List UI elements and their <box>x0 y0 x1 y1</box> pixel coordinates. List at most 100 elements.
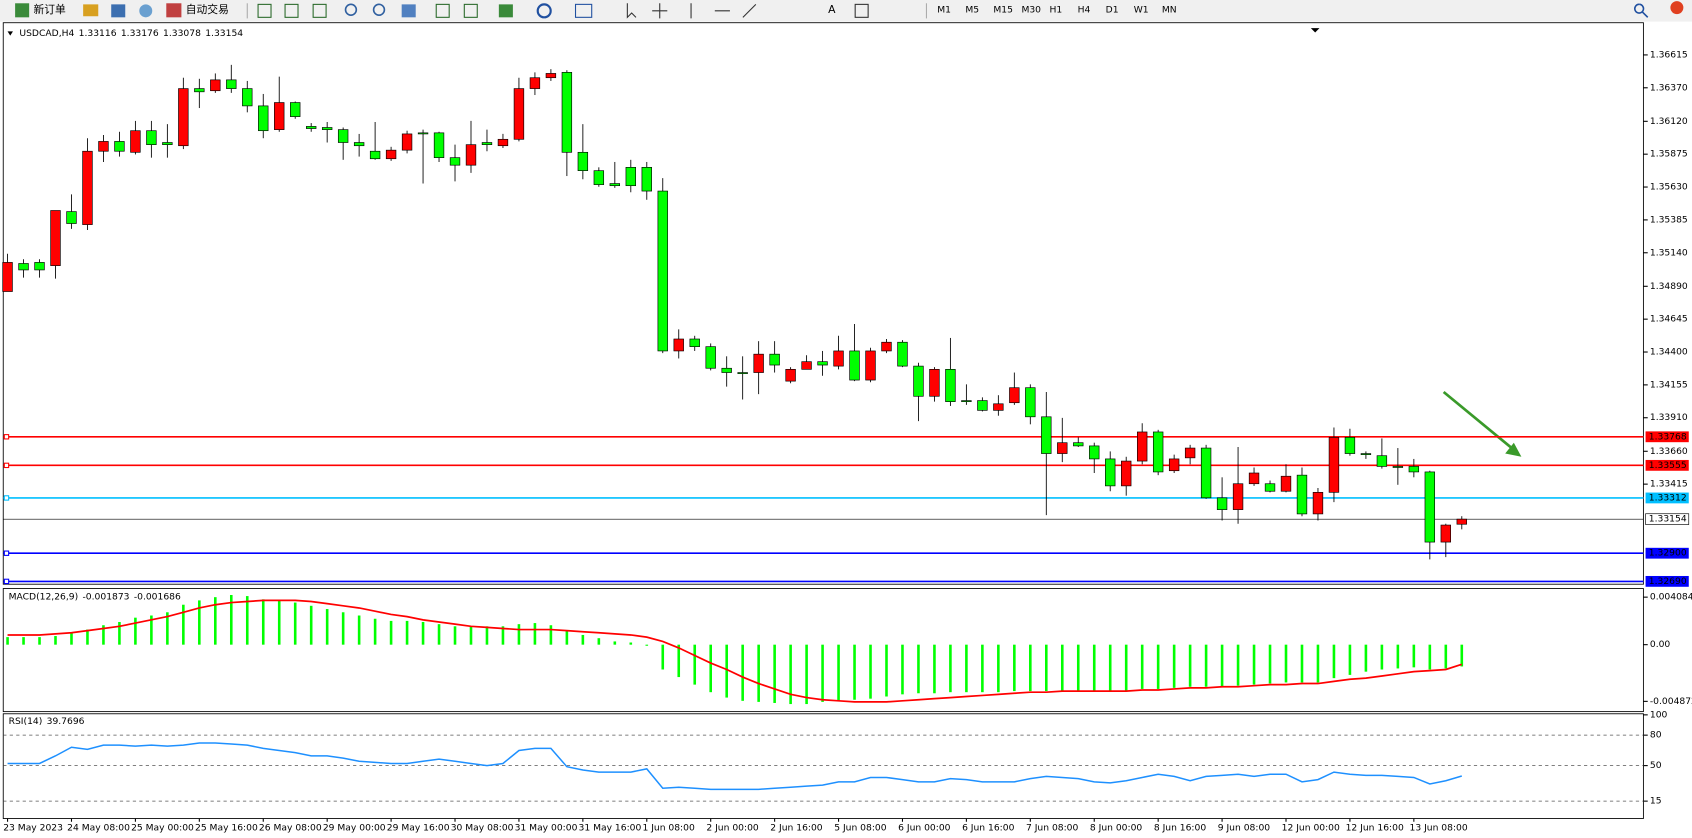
auto-trading-icon[interactable] <box>166 3 182 18</box>
candle-body <box>833 350 844 367</box>
timeframe[interactable]: D1 <box>1106 4 1119 15</box>
candle-body <box>593 170 605 185</box>
tool-icon[interactable] <box>83 4 99 17</box>
ohlc-value: 1.33078 <box>163 28 201 39</box>
tool-icon[interactable] <box>257 3 272 18</box>
histogram-bar <box>469 626 473 645</box>
tool-icon[interactable] <box>139 4 153 18</box>
x-tick-label: 6 Jun 00:00 <box>898 823 951 834</box>
tool-icon[interactable] <box>111 4 126 18</box>
line-tools[interactable] <box>690 3 757 19</box>
tool-icon[interactable] <box>401 4 416 18</box>
chart-title: USDCAD,H4 <box>19 28 74 39</box>
search[interactable] <box>1634 3 1649 18</box>
zoom-in[interactable] <box>344 3 358 16</box>
y-tick-label: 0.00 <box>1650 639 1671 650</box>
timeframe[interactable]: MN <box>1162 4 1177 15</box>
y-tick-label: 1.35630 <box>1650 182 1688 193</box>
histogram-bar <box>357 615 361 645</box>
histogram-bar <box>1236 644 1240 686</box>
histogram-bar <box>485 626 489 645</box>
candle-body <box>353 142 365 147</box>
current-price-bg <box>1645 513 1690 525</box>
candle-body <box>369 150 381 160</box>
y-tick-label: 1.33415 <box>1650 479 1688 490</box>
annotation-arrow-head <box>1505 442 1522 457</box>
histogram-bar <box>949 644 952 693</box>
rsi-line <box>7 742 1463 791</box>
timeframe[interactable]: H4 <box>1078 4 1091 15</box>
candle-body <box>753 353 764 373</box>
histogram-bar <box>1444 644 1448 669</box>
histogram-bar <box>1220 644 1224 687</box>
histogram-bar <box>405 620 409 645</box>
plot-layer: M1 M5 M15 M30 H1 H4 D1 W1 MN 1.36615 1.36370 1.3612… <box>2 4 1692 834</box>
histogram-bar <box>517 624 521 645</box>
new-order-icon[interactable] <box>15 3 30 18</box>
y-tick-label: 100 <box>1650 709 1668 720</box>
tool-icon[interactable] <box>536 3 552 19</box>
x-tick-label: 5 Jun 08:00 <box>834 823 887 834</box>
timeframe[interactable]: W1 <box>1134 4 1149 15</box>
signal-line <box>7 599 1463 703</box>
symbol-menu[interactable] <box>7 31 13 36</box>
candle-body <box>1312 491 1324 515</box>
cursor-tool[interactable] <box>626 3 637 19</box>
histogram-bar <box>373 618 377 645</box>
candle-body <box>66 211 77 224</box>
indicator-value: -0.001686 <box>134 592 181 603</box>
y-tick-label: 1.34645 <box>1650 314 1688 325</box>
candle-body <box>577 151 589 172</box>
timeframe[interactable]: M1 <box>937 4 951 15</box>
histogram-bar <box>613 641 617 645</box>
ohlc-value: 1.33154 <box>205 28 243 39</box>
new-order[interactable]: 新订单 <box>33 3 66 16</box>
histogram-bar <box>6 637 9 645</box>
histogram-bar <box>1076 644 1080 692</box>
histogram-bar <box>1460 644 1464 667</box>
candle-body <box>321 127 333 130</box>
crosshair-tool[interactable] <box>652 3 668 19</box>
candle-body <box>481 142 493 145</box>
candle-body <box>1344 437 1356 454</box>
toolbar <box>0 0 1692 22</box>
auto-trading[interactable]: 自动交易 <box>186 3 229 16</box>
timeframe[interactable]: H1 <box>1050 4 1063 15</box>
candle-body <box>1280 475 1292 492</box>
timeframe[interactable]: M15 <box>993 4 1013 15</box>
histogram-bar <box>421 621 425 645</box>
candle-body <box>162 142 173 145</box>
rsi-panel <box>2 713 1644 819</box>
candle-body <box>1121 460 1132 487</box>
tool-icon[interactable] <box>574 3 593 18</box>
timeframe[interactable]: M5 <box>965 4 979 15</box>
histogram-bar <box>1029 644 1032 692</box>
timeframe[interactable]: M30 <box>1021 4 1041 15</box>
tool-icon[interactable] <box>435 3 450 18</box>
zoom-out[interactable] <box>372 3 386 16</box>
tool-icon[interactable] <box>284 3 299 18</box>
text-tool[interactable]: A <box>828 3 836 16</box>
level-label-bg <box>1645 431 1689 443</box>
y-tick-label: 1.34155 <box>1650 379 1688 390</box>
level-label: 1.33768 <box>1649 431 1687 442</box>
notification[interactable] <box>1670 1 1684 15</box>
histogram-bar <box>1348 644 1352 675</box>
histogram-bar <box>1332 644 1336 679</box>
tool-icon[interactable] <box>312 3 327 18</box>
label-tool[interactable] <box>854 3 869 18</box>
histogram-bar <box>933 644 936 694</box>
histogram-bar <box>38 637 41 645</box>
tool-icon[interactable] <box>498 4 513 18</box>
histogram-bar <box>821 644 824 702</box>
candle-body <box>1184 447 1196 459</box>
histogram-bar <box>693 644 697 685</box>
tool-icon[interactable] <box>463 3 478 18</box>
histogram-bar <box>22 637 25 645</box>
histogram-bar <box>134 617 137 645</box>
candle-body <box>1296 474 1308 515</box>
histogram-bar <box>869 644 872 699</box>
histogram-bar <box>709 644 713 693</box>
candle-body <box>721 367 732 373</box>
histogram-bar <box>389 620 393 645</box>
